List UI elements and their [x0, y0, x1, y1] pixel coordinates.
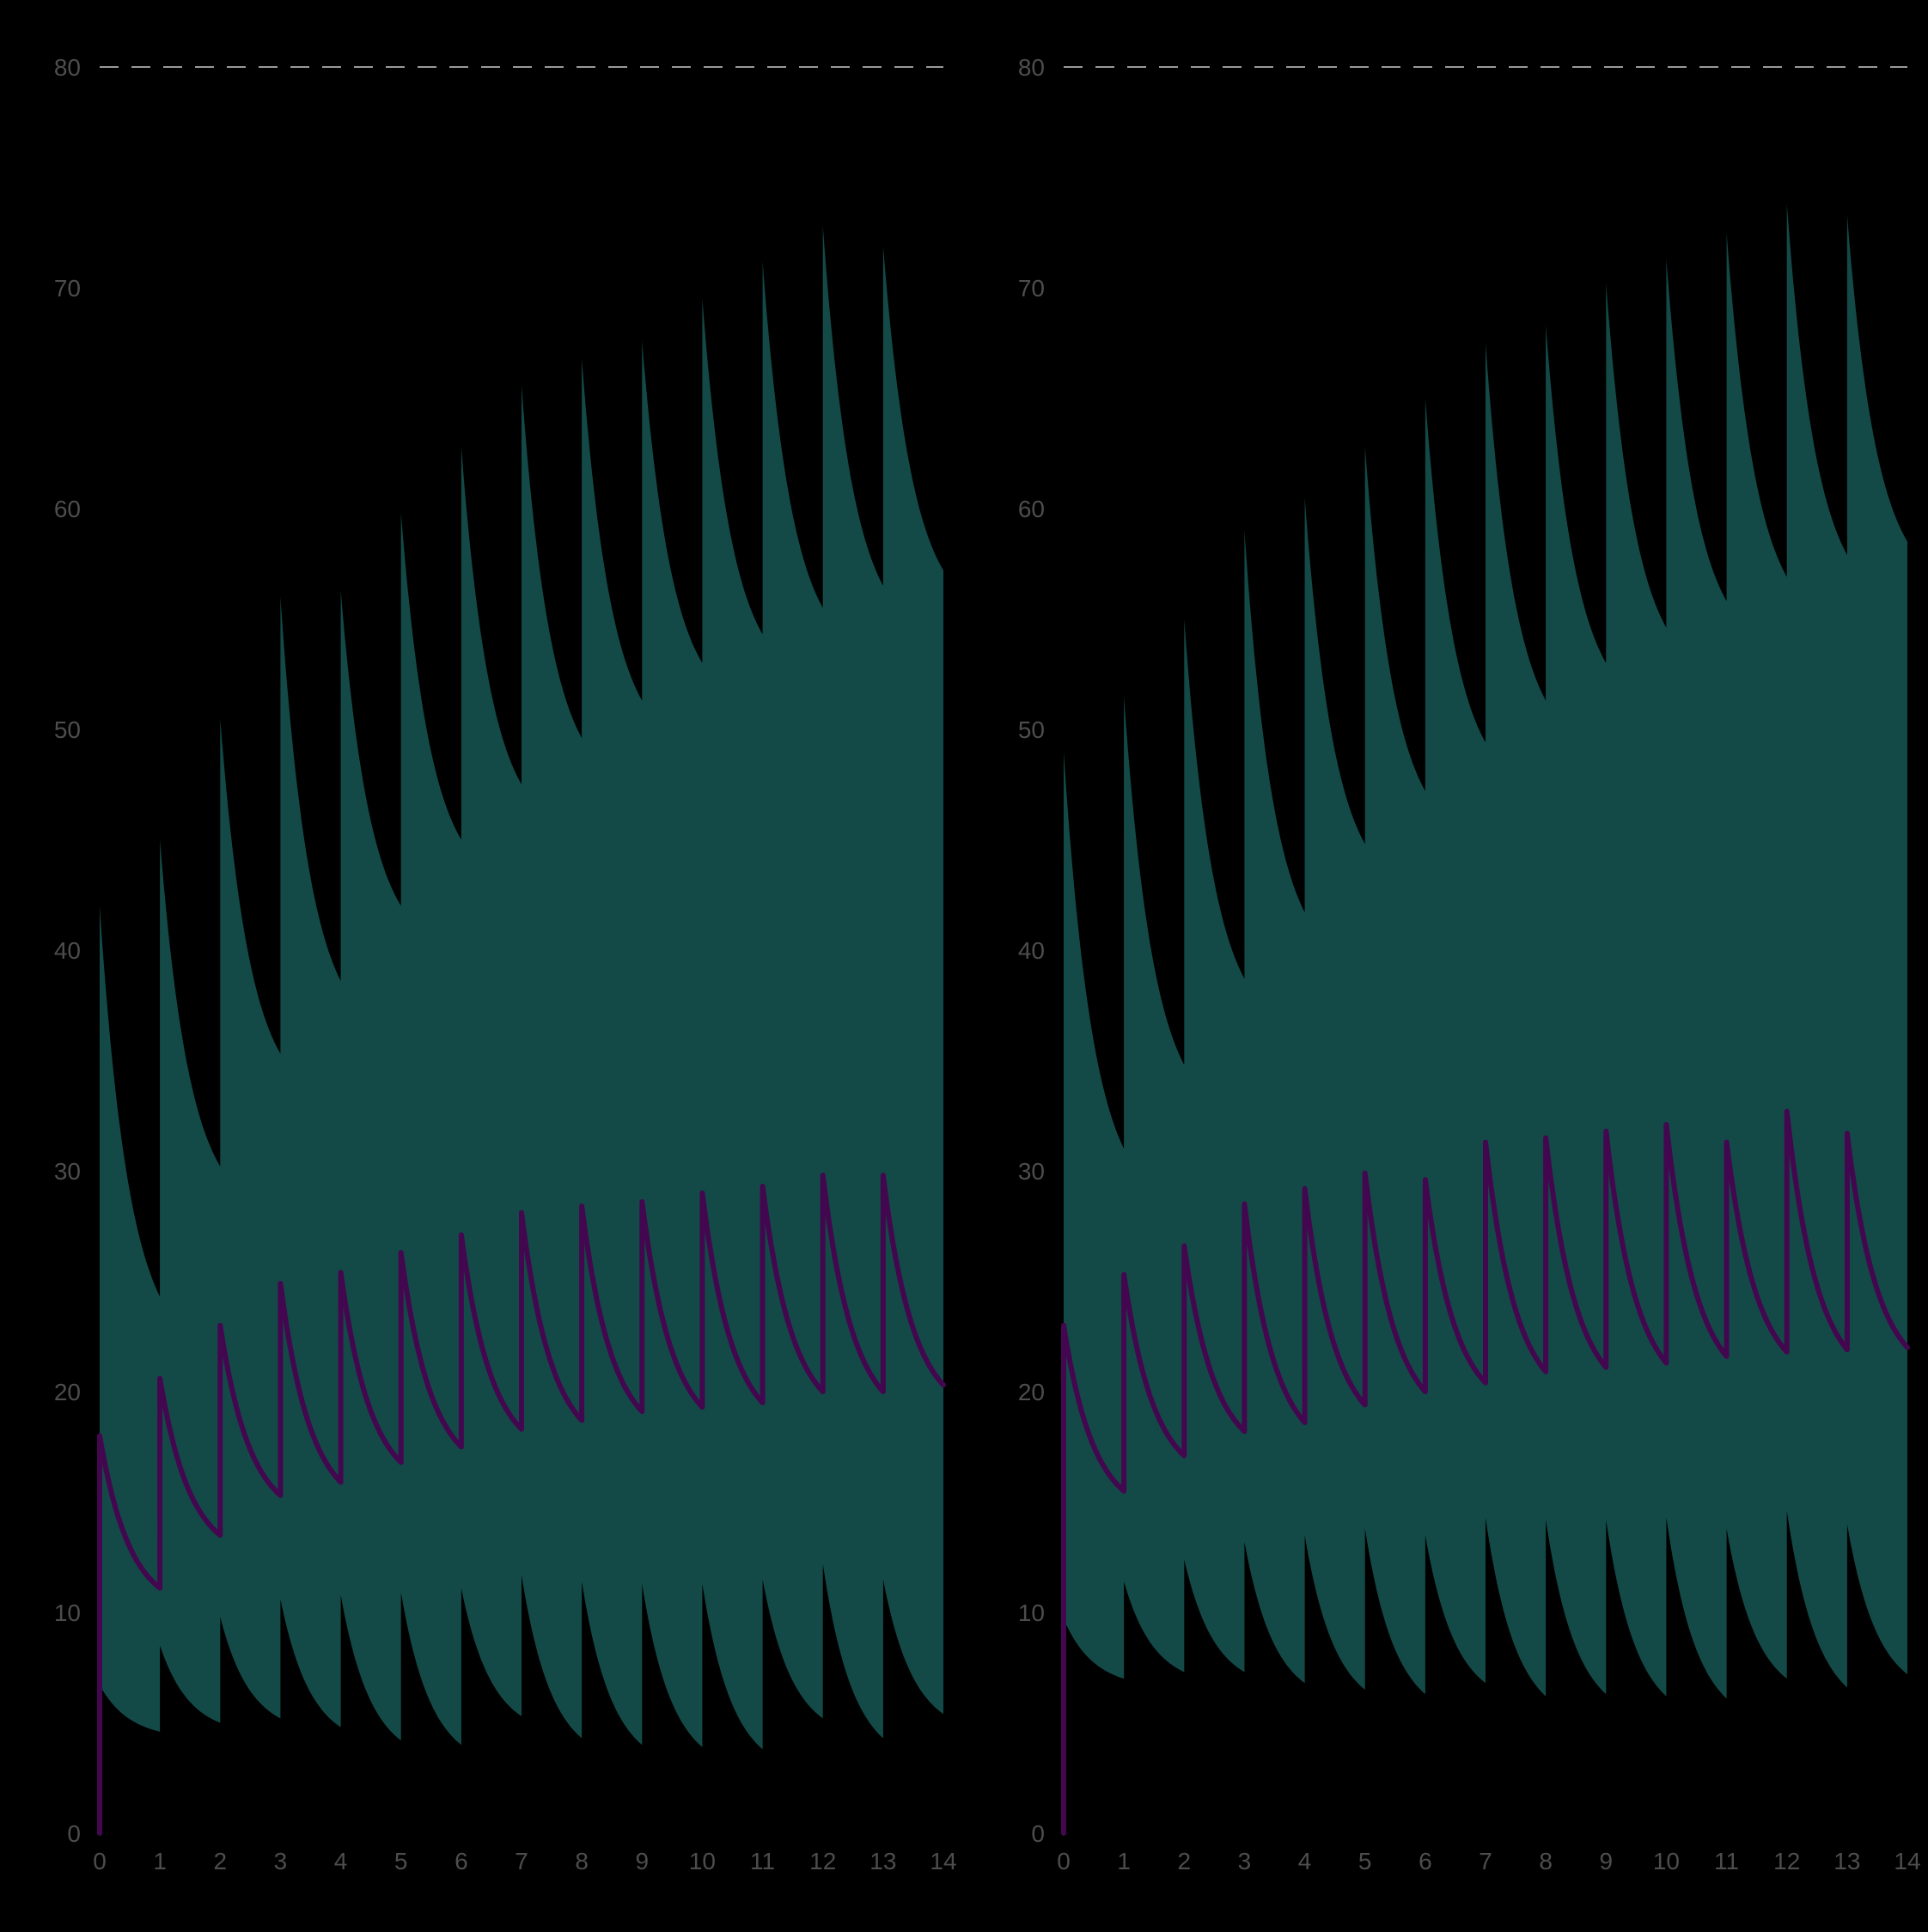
x-tick-label: 5	[394, 1848, 408, 1874]
x-tick-label: 13	[869, 1848, 896, 1874]
x-tick-label: 8	[575, 1848, 589, 1874]
y-tick-label: 20	[1018, 1379, 1045, 1405]
y-tick-label: 50	[54, 716, 81, 743]
x-tick-label: 8	[1539, 1848, 1553, 1874]
x-tick-label: 9	[635, 1848, 649, 1874]
y-tick-label: 70	[54, 275, 81, 302]
y-tick-label: 0	[1031, 1820, 1045, 1847]
median-line	[97, 1173, 946, 1836]
x-tick-label: 2	[1177, 1848, 1191, 1874]
x-tick-label: 3	[1238, 1848, 1252, 1874]
x-tick-label: 10	[689, 1848, 716, 1874]
y-tick-label: 40	[1018, 937, 1045, 964]
x-tick-label: 1	[1117, 1848, 1131, 1874]
x-tick-label: 4	[334, 1848, 348, 1874]
y-tick-label: 80	[1018, 54, 1045, 81]
x-tick-label: 13	[1833, 1848, 1860, 1874]
y-tick-label: 70	[1018, 275, 1045, 302]
x-tick-label: 14	[1894, 1848, 1920, 1874]
x-tick-label: 10	[1653, 1848, 1680, 1874]
x-tick-label: 2	[213, 1848, 227, 1874]
y-tick-label: 10	[1018, 1600, 1045, 1626]
x-tick-label: 12	[1773, 1848, 1800, 1874]
y-tick-label: 60	[54, 496, 81, 522]
x-tick-label: 11	[750, 1848, 775, 1874]
y-tick-label: 30	[1018, 1158, 1045, 1185]
x-tick-label: 5	[1358, 1848, 1372, 1874]
median-line	[1061, 1108, 1910, 1836]
x-tick-label: 3	[274, 1848, 288, 1874]
y-tick-label: 0	[67, 1820, 81, 1847]
y-tick-label: 50	[1018, 716, 1045, 743]
x-tick-label: 6	[455, 1848, 468, 1874]
x-tick-label: 6	[1419, 1848, 1432, 1874]
x-tick-label: 14	[930, 1848, 956, 1874]
x-tick-label: 9	[1599, 1848, 1613, 1874]
x-tick-label: 0	[93, 1848, 107, 1874]
y-tick-label: 80	[54, 54, 81, 81]
x-tick-label: 12	[809, 1848, 836, 1874]
y-tick-label: 30	[54, 1158, 81, 1185]
y-tick-label: 40	[54, 937, 81, 964]
x-tick-label: 4	[1298, 1848, 1312, 1874]
y-tick-label: 60	[1018, 496, 1045, 522]
y-tick-label: 20	[54, 1379, 81, 1405]
y-tick-label: 10	[54, 1600, 81, 1626]
x-tick-label: 7	[1479, 1848, 1492, 1874]
ribbon-band	[1064, 204, 1907, 1833]
x-tick-label: 11	[1714, 1848, 1739, 1874]
x-tick-label: 1	[153, 1848, 167, 1874]
x-tick-label: 7	[515, 1848, 528, 1874]
x-tick-label: 0	[1057, 1848, 1071, 1874]
ribbon-band	[100, 226, 943, 1833]
